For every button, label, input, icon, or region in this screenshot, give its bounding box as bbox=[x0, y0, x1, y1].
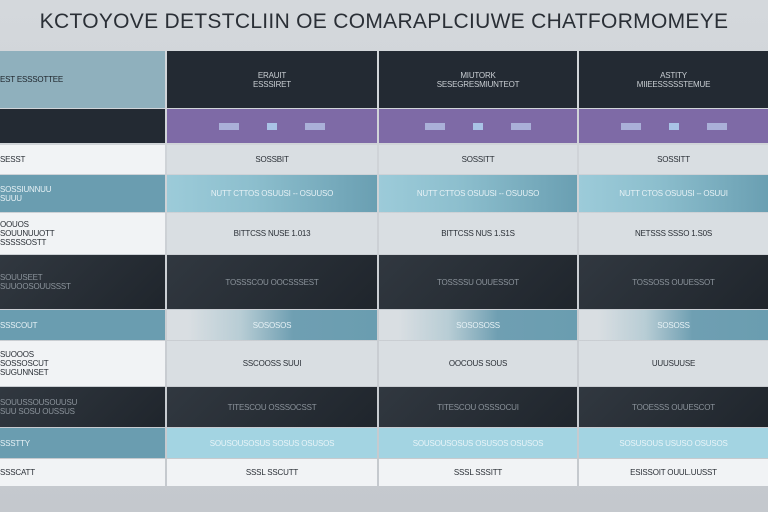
table-cell: SSSL SSCUTT bbox=[167, 459, 377, 486]
table-row: SSSCATT SSSL SSCUTT SSSL SSSITT ESISSOIT OU… bbox=[0, 459, 768, 486]
table-row: SUOOOS SOSSOSCUT SUGUNNSET SSCOOSS SUUI OO… bbox=[0, 341, 768, 386]
column-header: ERAUIT ESSSIRET bbox=[167, 51, 377, 108]
rating-indicator bbox=[668, 122, 679, 130]
table-cell: SOSOSS bbox=[579, 310, 768, 340]
table-row: OOUOS SOUUNUUOTT SSSSSOSTT BITTCSS NUSE 1… bbox=[0, 213, 768, 254]
page-title: KCTOYOVE DETSTCLIIN OE COMARAPLCIUWE CHA… bbox=[39, 10, 729, 33]
table-row: SESST SOSSBIT SOSSITT SOSSITT bbox=[0, 145, 768, 174]
table-cell: SSCOOSS SUUI bbox=[167, 341, 377, 386]
table-cell bbox=[167, 109, 377, 143]
row-label: SSSCOUT bbox=[0, 310, 165, 340]
table-row: SSSTTY SOUSOUSOSUS SOSUS OSUSOS SOUSOUSOSU… bbox=[0, 428, 768, 458]
table-cell: SOSUSOUS USUSO OSUSOS bbox=[579, 428, 768, 458]
table-row: SSSCOUT SOSOSOS SOSOSOSS SOSOSS bbox=[0, 310, 768, 340]
row-label: EST ESSSOTTEE bbox=[0, 51, 165, 108]
rating-indicator bbox=[425, 122, 445, 130]
table-cell: TOSSSCOU OOCSSSEST bbox=[167, 255, 377, 309]
table-cell: TOSSSSU OUUESSOT bbox=[379, 255, 577, 309]
table-row bbox=[0, 109, 768, 143]
table-cell: NUTT CTOS OSUUSI -- OSUUI bbox=[579, 175, 768, 212]
column-header: ASTITY MIIEESSSSSTEMUE bbox=[579, 51, 768, 108]
table-row: SOUUSSOUSOUUSU SUU SOSU OUSSUS TITESCOU O… bbox=[0, 387, 768, 427]
table-cell: SOUSOUSOSUS OSUSOS OSUSOS bbox=[379, 428, 577, 458]
table-cell: BITTCSS NUS 1.S1S bbox=[379, 213, 577, 254]
table-cell: TOOESSS OUUESCOT bbox=[579, 387, 768, 427]
table-cell: SSSL SSSITT bbox=[379, 459, 577, 486]
table-cell bbox=[579, 109, 768, 143]
rating-indicator bbox=[511, 122, 531, 130]
table-cell: OOCOUS SOUS bbox=[379, 341, 577, 386]
table-cell: BITTCSS NUSE 1.013 bbox=[167, 213, 377, 254]
row-label bbox=[0, 109, 165, 143]
row-label: SUOOOS SOSSOSCUT SUGUNNSET bbox=[0, 341, 165, 386]
rating-indicator bbox=[219, 122, 239, 130]
table-cell: NUTT CTTOS OSUUSI -- OSUUSO bbox=[379, 175, 577, 212]
table-row: SOUUSEET SUUOOSOUUSSST TOSSSCOU OOCSSSEST… bbox=[0, 255, 768, 309]
table-row: SOSSIUNNUU SUUU NUTT CTTOS OSUUSI -- OSUU… bbox=[0, 175, 768, 212]
table-cell: SOSOSOSS bbox=[379, 310, 577, 340]
table-cell: TITESCOU OSSSOCSST bbox=[167, 387, 377, 427]
table-cell: ESISSOIT OUUL.UUSST bbox=[579, 459, 768, 486]
row-label: SESST bbox=[0, 145, 165, 174]
rating-indicator bbox=[706, 122, 727, 130]
table-header-row: EST ESSSOTTEE ERAUIT ESSSIRET MIUTORK SESE… bbox=[0, 51, 768, 108]
row-label: SOSSIUNNUU SUUU bbox=[0, 175, 165, 212]
table-cell bbox=[379, 109, 577, 143]
table-cell: SOSOSOS bbox=[167, 310, 377, 340]
rating-indicator bbox=[267, 122, 277, 130]
table-cell: TOSSOSS OUUESSOT bbox=[579, 255, 768, 309]
row-label: SSSCATT bbox=[0, 459, 165, 486]
row-label: SOUUSEET SUUOOSOUUSSST bbox=[0, 255, 165, 309]
rating-indicator bbox=[305, 122, 325, 130]
column-header: MIUTORK SESEGRESMIUNTEOT bbox=[379, 51, 577, 108]
table-cell: UUUSUUSE bbox=[579, 341, 768, 386]
table-cell: TITESCOU OSSSOCUI bbox=[379, 387, 577, 427]
row-label: SOUUSSOUSOUUSU SUU SOSU OUSSUS bbox=[0, 387, 165, 427]
table-cell: NUTT CTTOS OSUUSI -- OSUUSO bbox=[167, 175, 377, 212]
rating-indicator bbox=[473, 122, 483, 130]
table-cell: NETSSS SSSO 1.S0S bbox=[579, 213, 768, 254]
row-label: SSSTTY bbox=[0, 428, 165, 458]
table-cell: SOSSBIT bbox=[167, 145, 377, 174]
row-label: OOUOS SOUUNUUOTT SSSSSOSTT bbox=[0, 213, 165, 254]
table-cell: SOUSOUSOSUS SOSUS OSUSOS bbox=[167, 428, 377, 458]
table-cell: SOSSITT bbox=[579, 145, 768, 174]
rating-indicator bbox=[620, 122, 641, 130]
table-cell: SOSSITT bbox=[379, 145, 577, 174]
